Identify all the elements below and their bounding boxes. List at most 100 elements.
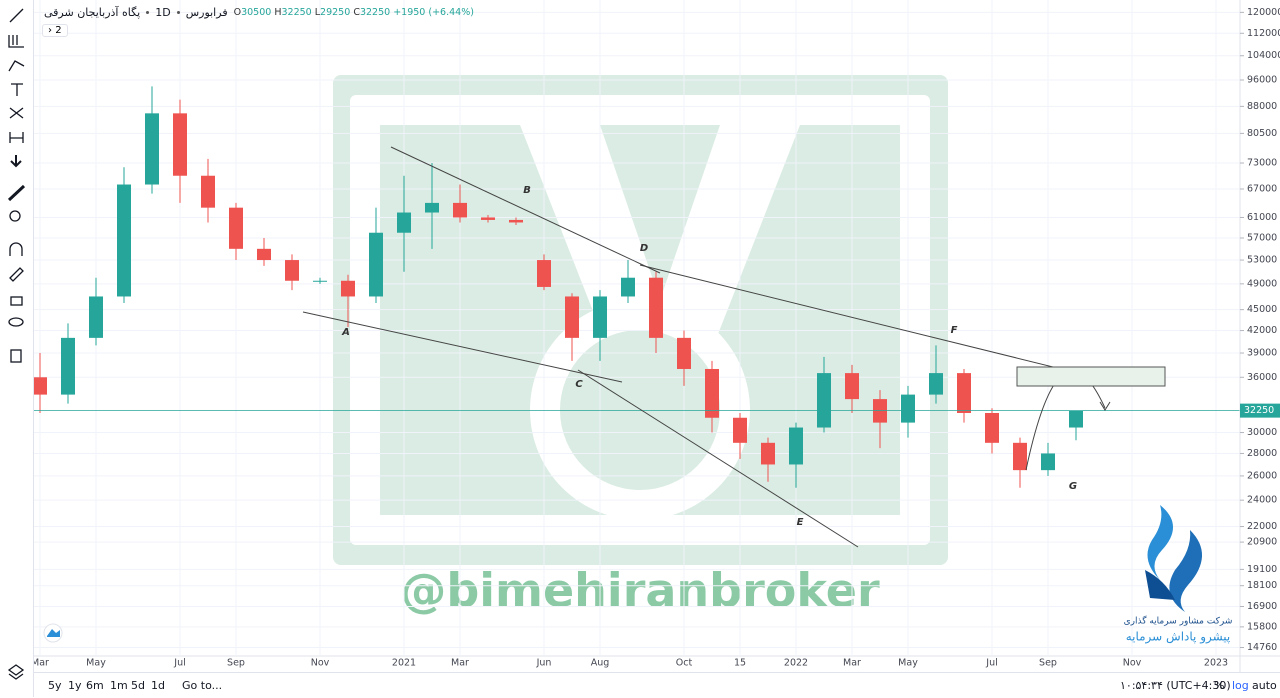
x-tick-label: Aug [591,658,610,669]
change: +1950 (+6.44%) [393,7,474,18]
candle-body [481,217,495,220]
y-tick-label: 20900 [1247,537,1277,548]
candle-body [789,427,803,465]
y-tick-label: 88000 [1247,101,1277,112]
y-tick-label: 53000 [1247,255,1277,266]
trendline-tool[interactable] [9,8,24,23]
arrow-tool[interactable] [10,155,22,168]
magnet-tool[interactable] [9,242,23,256]
y-tick-label: 22000 [1247,521,1277,532]
pattern-tool[interactable] [9,107,24,119]
x-tick-label: Sep [1039,658,1057,669]
percent-toggle[interactable]: % [1214,679,1225,692]
fib-tool[interactable] [8,35,24,48]
annotation: A [341,327,350,338]
x-tick-label: Sep [227,658,245,669]
visibility-tool[interactable] [8,317,24,327]
y-tick-label: 57000 [1247,233,1277,244]
range-button[interactable]: 1m [110,679,128,692]
symbol: پگاه آذربایجان شرقی [44,6,141,19]
axes: 120000 112000 104000 96000 88000 80500 73000 67… [31,7,1280,669]
watermark-text: @bimehiranbroker [400,564,880,618]
y-tick-label: 49000 [1247,278,1277,289]
grid [34,0,1240,655]
candle-body [341,280,355,297]
candle-body [621,277,635,297]
candle-body [901,394,915,423]
draw-mode-tool[interactable] [9,267,24,282]
candle-body [761,442,775,465]
bottom-bar: 5y 1y 6m 1m 5d 1d Go to... ۱۰:۵۴:۳۴ (UTC… [34,672,1280,698]
trend-line [577,369,859,548]
x-tick-label: Jul [173,658,185,669]
candle-body [453,202,467,218]
candle-body [425,202,439,213]
candle-body [313,280,327,282]
candle-body [285,260,299,281]
ohlc-value: 29250 [320,7,351,18]
range-button[interactable]: 1d [151,679,165,692]
chart: @bimehiranbroker A B C D E F G شرکت مشاو… [31,0,1280,672]
tv-logo-mark [47,629,60,637]
x-tick-label: 2022 [784,658,808,669]
candle-body [1013,442,1027,471]
candle-body [33,377,47,395]
layers-tool[interactable] [7,664,25,680]
log-toggle[interactable]: log [1232,679,1249,692]
y-tick-label: 42000 [1247,325,1277,336]
y-tick-label: 80500 [1247,128,1277,139]
candle-body [537,260,551,287]
last-price-label: 32250 [1244,405,1274,416]
range-button[interactable]: 5d [131,679,145,692]
auto-toggle[interactable]: auto [1252,679,1277,692]
candle-body [257,248,271,261]
measure-tool[interactable] [9,132,24,143]
x-tick-label: Nov [1123,658,1142,669]
path-tool[interactable] [8,60,25,72]
watermark-logo [333,75,948,565]
y-tick-label: 61000 [1247,212,1277,223]
ohlc-value: 32250 [281,7,312,18]
x-tick-label: Jun [536,658,552,669]
y-tick-label: 28000 [1247,448,1277,459]
x-tick-label: 15 [734,658,746,669]
candle-body [565,296,579,338]
annotation: C [575,379,583,390]
ohlc-value: 30500 [241,7,272,18]
clock: ۱۰:۵۴:۳۴ (UTC+4:30) [1120,679,1231,692]
candle-body [705,368,719,418]
range-button[interactable]: 5y [48,679,62,692]
y-tick-label: 16900 [1247,601,1277,612]
ohlc: O30500 H32250 L29250 C32250 +1950 (+6.44… [234,7,474,18]
ohlc-key: H [274,7,282,18]
ruler-tool[interactable] [7,184,26,202]
y-tick-label: 67000 [1247,184,1277,195]
candle-body [397,212,411,233]
trash-tool[interactable] [10,349,22,363]
y-tick-label: 36000 [1247,372,1277,383]
y-tick-label: 39000 [1247,348,1277,359]
candle-body [89,296,103,338]
annotations: A B C D E F G [341,185,1077,528]
x-tick-label: May [86,658,106,669]
x-tick-label: Mar [451,658,469,669]
zoom-tool[interactable] [9,210,21,222]
candle-body [817,373,831,428]
text-tool[interactable] [11,83,23,96]
x-tick-label: Nov [311,658,330,669]
annotation: D [640,243,648,254]
y-tick-label: 112000 [1247,28,1280,39]
lock-tool[interactable] [10,296,23,306]
target-box [1016,366,1166,387]
drawings [302,146,1166,548]
range-button[interactable]: 1y [68,679,82,692]
x-tick-label: Jul [985,658,997,669]
candle-body [957,373,971,413]
indicator-toggle[interactable]: › 2 [42,24,68,37]
candle-body [369,232,383,297]
y-tick-label: 18100 [1247,580,1277,591]
interval: 1D [155,6,171,19]
y-tick-label: 45000 [1247,304,1277,315]
goto-button[interactable]: Go to... [182,679,223,692]
range-button[interactable]: 6m [86,679,104,692]
